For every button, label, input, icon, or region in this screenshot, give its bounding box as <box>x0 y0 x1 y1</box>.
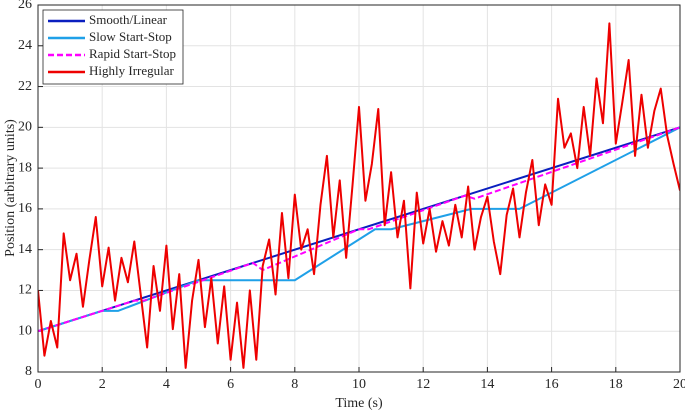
x-tick-label: 10 <box>352 377 366 392</box>
legend-label: Highly Irregular <box>89 63 175 78</box>
series-line <box>38 126 680 333</box>
y-tick-label: 8 <box>25 364 32 379</box>
y-tick-label: 14 <box>18 242 32 257</box>
x-tick-label: 2 <box>99 377 106 392</box>
x-tick-label: 14 <box>480 377 494 392</box>
x-tick-label: 8 <box>291 377 298 392</box>
y-tick-label: 10 <box>18 323 32 338</box>
y-tick-label: 12 <box>18 283 32 298</box>
legend-label: Slow Start-Stop <box>89 29 172 44</box>
y-tick-label: 24 <box>18 38 32 53</box>
x-tick-label: 18 <box>609 377 623 392</box>
y-tick-label: 18 <box>18 160 32 175</box>
plot-frame <box>37 4 681 373</box>
x-tick-label: 16 <box>545 377 559 392</box>
x-tick-label: 12 <box>416 377 430 392</box>
x-tick-label: 0 <box>35 377 42 392</box>
series-line <box>38 22 680 369</box>
y-tick-label: 22 <box>18 79 32 94</box>
y-axis-label: Position (arbitrary units) <box>3 119 18 257</box>
x-axis-label: Time (s) <box>335 396 383 411</box>
legend-label: Rapid Start-Stop <box>89 46 176 61</box>
y-tick-label: 20 <box>18 120 32 135</box>
y-tick-label: 16 <box>18 201 32 216</box>
y-tick-label: 26 <box>18 0 32 12</box>
legend-label: Smooth/Linear <box>89 12 168 27</box>
x-tick-label: 6 <box>227 377 234 392</box>
x-tick-label: 20 <box>673 377 685 392</box>
x-tick-label: 4 <box>163 377 170 392</box>
